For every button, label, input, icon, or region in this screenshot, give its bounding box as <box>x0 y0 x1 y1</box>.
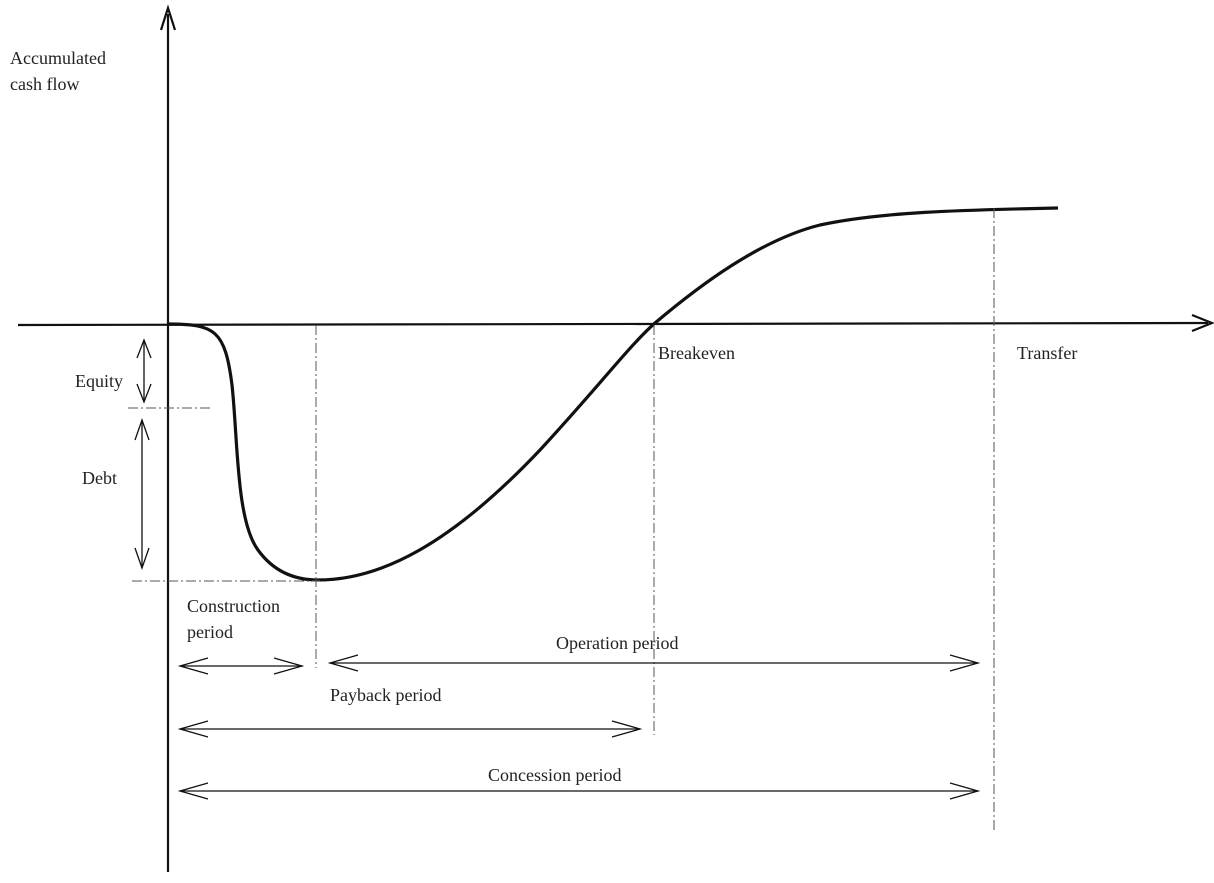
debt-label: Debt <box>82 468 117 488</box>
y-axis-label-line2: cash flow <box>10 74 80 94</box>
operation-period-label: Operation period <box>556 633 679 653</box>
concession-period-arrow <box>177 782 981 800</box>
breakeven-label: Breakeven <box>658 343 735 363</box>
equity-label: Equity <box>75 371 123 391</box>
cash-flow-curve <box>167 206 1059 582</box>
concession-period-label: Concession period <box>488 765 622 785</box>
transfer-label: Transfer <box>1017 343 1078 363</box>
construction-period-arrow <box>177 657 305 675</box>
operation-period-arrow <box>327 654 981 672</box>
equity-arrow <box>136 338 152 404</box>
construction-label-line2: period <box>187 622 233 642</box>
x-axis-arrowhead <box>1191 313 1214 333</box>
payback-period-arrow <box>177 720 643 738</box>
construction-label-line1: Construction <box>187 596 280 616</box>
y-axis-label-line1: Accumulated <box>10 48 106 68</box>
payback-period-label: Payback period <box>330 685 442 705</box>
y-axis-arrowhead <box>159 4 177 31</box>
debt-arrow <box>134 418 150 570</box>
x-axis <box>17 321 1209 327</box>
